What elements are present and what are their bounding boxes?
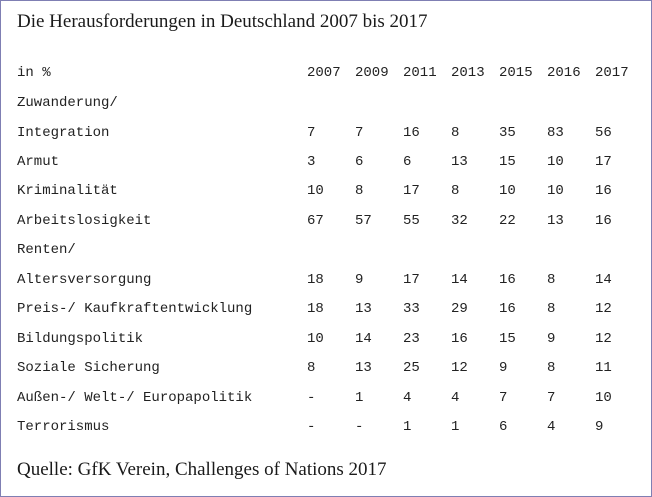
- source-note: Quelle: GfK Verein, Challenges of Nation…: [17, 459, 387, 480]
- cell-8-2011: 4: [403, 390, 412, 406]
- cell-1-2017: 17: [595, 154, 612, 170]
- cell-9-2017: 9: [595, 419, 604, 435]
- cell-9-2011: 1: [403, 419, 412, 435]
- cell-2-2007: 10: [307, 183, 324, 199]
- cell-6-2009: 14: [355, 331, 372, 347]
- cell-2-2011: 17: [403, 183, 420, 199]
- cell-6-2011: 23: [403, 331, 420, 347]
- cell-5-2017: 12: [595, 301, 612, 317]
- cell-0-2017: 56: [595, 125, 612, 141]
- table-title: Die Herausforderungen in Deutschland 200…: [17, 11, 428, 32]
- year-header-2011: 2011: [403, 65, 437, 81]
- cell-0-2011: 16: [403, 125, 420, 141]
- cell-7-2017: 11: [595, 360, 612, 376]
- cell-9-2016: 4: [547, 419, 556, 435]
- cell-7-2007: 8: [307, 360, 316, 376]
- cell-6-2015: 15: [499, 331, 516, 347]
- cell-9-2013: 1: [451, 419, 460, 435]
- cell-4-2016: 8: [547, 272, 556, 288]
- cell-8-2017: 10: [595, 390, 612, 406]
- cell-1-2007: 3: [307, 154, 316, 170]
- row-label-6-line-0: Bildungspolitik: [17, 331, 144, 347]
- cell-0-2013: 8: [451, 125, 460, 141]
- cell-3-2017: 16: [595, 213, 612, 229]
- cell-6-2016: 9: [547, 331, 556, 347]
- cell-4-2015: 16: [499, 272, 516, 288]
- cell-5-2011: 33: [403, 301, 420, 317]
- cell-0-2009: 7: [355, 125, 364, 141]
- cell-0-2015: 35: [499, 125, 516, 141]
- cell-9-2015: 6: [499, 419, 508, 435]
- cell-3-2007: 67: [307, 213, 324, 229]
- row-label-4-line-0: Renten/: [17, 242, 76, 258]
- cell-5-2009: 13: [355, 301, 372, 317]
- row-label-8-line-0: Außen-/ Welt-/ Europapolitik: [17, 390, 253, 406]
- cell-8-2007: -: [307, 390, 316, 406]
- cell-2-2015: 10: [499, 183, 516, 199]
- row-label-7-line-0: Soziale Sicherung: [17, 360, 160, 376]
- unit-label: in %: [17, 65, 51, 81]
- cell-8-2009: 1: [355, 390, 364, 406]
- cell-3-2016: 13: [547, 213, 564, 229]
- year-header-2007: 2007: [307, 65, 341, 81]
- year-header-2015: 2015: [499, 65, 533, 81]
- cell-1-2013: 13: [451, 154, 468, 170]
- cell-0-2007: 7: [307, 125, 316, 141]
- row-label-3-line-0: Arbeitslosigkeit: [17, 213, 152, 229]
- cell-4-2007: 18: [307, 272, 324, 288]
- cell-4-2009: 9: [355, 272, 364, 288]
- cell-6-2017: 12: [595, 331, 612, 347]
- cell-7-2016: 8: [547, 360, 556, 376]
- cell-2-2016: 10: [547, 183, 564, 199]
- cell-8-2013: 4: [451, 390, 460, 406]
- year-header-2016: 2016: [547, 65, 581, 81]
- cell-3-2013: 32: [451, 213, 468, 229]
- cell-4-2011: 17: [403, 272, 420, 288]
- cell-2-2013: 8: [451, 183, 460, 199]
- cell-5-2016: 8: [547, 301, 556, 317]
- cell-5-2015: 16: [499, 301, 516, 317]
- cell-4-2013: 14: [451, 272, 468, 288]
- year-header-2013: 2013: [451, 65, 485, 81]
- cell-1-2011: 6: [403, 154, 412, 170]
- row-label-9-line-0: Terrorismus: [17, 419, 110, 435]
- cell-9-2007: -: [307, 419, 316, 435]
- year-header-2009: 2009: [355, 65, 389, 81]
- cell-5-2007: 18: [307, 301, 324, 317]
- row-label-5-line-0: Preis-/ Kaufkraftentwicklung: [17, 301, 253, 317]
- cell-2-2009: 8: [355, 183, 364, 199]
- cell-0-2016: 83: [547, 125, 564, 141]
- cell-6-2013: 16: [451, 331, 468, 347]
- cell-6-2007: 10: [307, 331, 324, 347]
- cell-1-2009: 6: [355, 154, 364, 170]
- cell-7-2015: 9: [499, 360, 508, 376]
- cell-1-2016: 10: [547, 154, 564, 170]
- cell-1-2015: 15: [499, 154, 516, 170]
- cell-7-2009: 13: [355, 360, 372, 376]
- cell-7-2011: 25: [403, 360, 420, 376]
- cell-2-2017: 16: [595, 183, 612, 199]
- row-label-1-line-0: Armut: [17, 154, 60, 170]
- row-label-0-line-1: Integration: [17, 125, 110, 141]
- row-label-2-line-0: Kriminalität: [17, 183, 118, 199]
- cell-7-2013: 12: [451, 360, 468, 376]
- cell-3-2011: 55: [403, 213, 420, 229]
- cell-8-2016: 7: [547, 390, 556, 406]
- cell-9-2009: -: [355, 419, 364, 435]
- cell-3-2009: 57: [355, 213, 372, 229]
- cell-8-2015: 7: [499, 390, 508, 406]
- cell-4-2017: 14: [595, 272, 612, 288]
- cell-5-2013: 29: [451, 301, 468, 317]
- row-label-0-line-0: Zuwanderung/: [17, 95, 118, 111]
- year-header-2017: 2017: [595, 65, 629, 81]
- row-label-4-line-1: Altersversorgung: [17, 272, 152, 288]
- cell-3-2015: 22: [499, 213, 516, 229]
